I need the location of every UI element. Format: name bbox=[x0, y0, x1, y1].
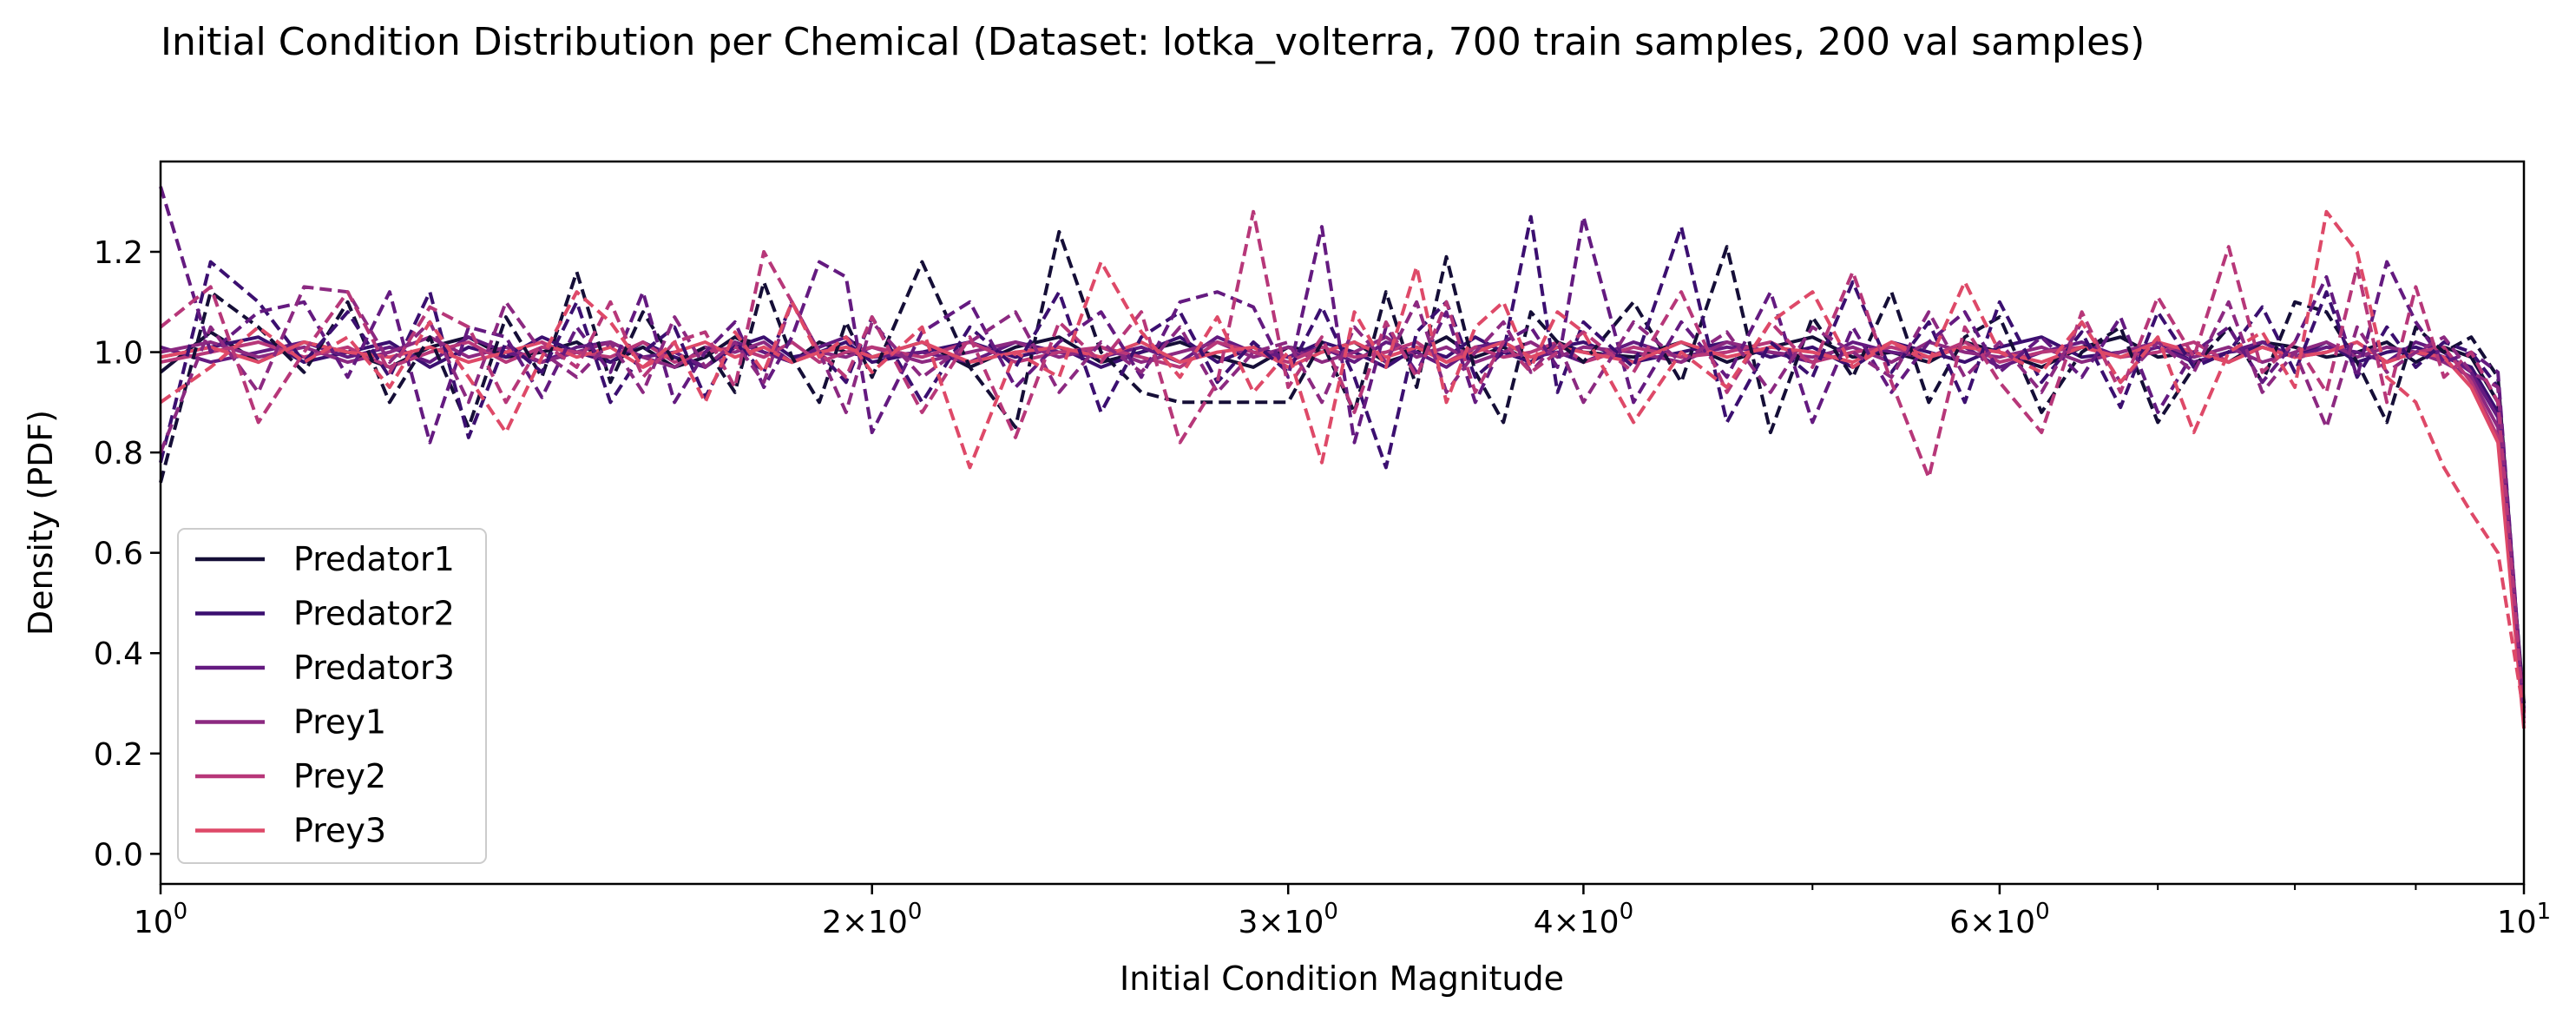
x-axis-label: Initial Condition Magnitude bbox=[1120, 959, 1564, 998]
legend-label: Predator2 bbox=[293, 595, 455, 633]
x-tick-label: 3×100 bbox=[1238, 899, 1337, 940]
x-tick-label: 101 bbox=[2497, 899, 2551, 940]
series-line-prey2 bbox=[160, 340, 2526, 724]
legend-label: Prey2 bbox=[293, 757, 386, 795]
legend-label: Predator1 bbox=[293, 540, 455, 578]
legend-label: Prey3 bbox=[293, 812, 386, 850]
legend: Predator1 Predator2 Predator3 Prey1 Prey2 Pre… bbox=[177, 528, 487, 864]
x-tick-label: 2×100 bbox=[822, 899, 922, 940]
legend-label: Prey1 bbox=[293, 703, 386, 742]
legend-label: Predator3 bbox=[293, 649, 455, 687]
plot-area bbox=[161, 162, 2524, 884]
y-tick-label: 0.0 bbox=[94, 837, 143, 873]
plot-frame bbox=[159, 160, 2526, 886]
x-tick-label: 100 bbox=[134, 899, 187, 940]
x-axis: 100 2×100 3×100 4×100 6×100 101 bbox=[134, 884, 2551, 940]
y-tick-label: 0.8 bbox=[94, 436, 143, 471]
y-axis: 0.0 0.2 0.4 0.6 0.8 1.0 1.2 bbox=[94, 235, 161, 873]
y-tick-label: 0.4 bbox=[94, 636, 143, 672]
series-layer bbox=[159, 186, 2526, 729]
x-tick-label: 6×100 bbox=[1949, 899, 2049, 940]
series-line-val-7 bbox=[159, 214, 2526, 714]
series-line-val-10 bbox=[159, 209, 2526, 719]
y-axis-label: Density (PDF) bbox=[22, 410, 60, 636]
chart-title: Initial Condition Distribution per Chemi… bbox=[161, 20, 2145, 64]
x-tick-label: 4×100 bbox=[1534, 899, 1633, 940]
y-tick-label: 0.2 bbox=[94, 737, 143, 773]
y-tick-label: 0.6 bbox=[94, 537, 143, 572]
y-tick-label: 1.2 bbox=[94, 235, 143, 271]
y-tick-label: 1.0 bbox=[94, 336, 143, 372]
series-line-val-11 bbox=[159, 209, 2526, 714]
